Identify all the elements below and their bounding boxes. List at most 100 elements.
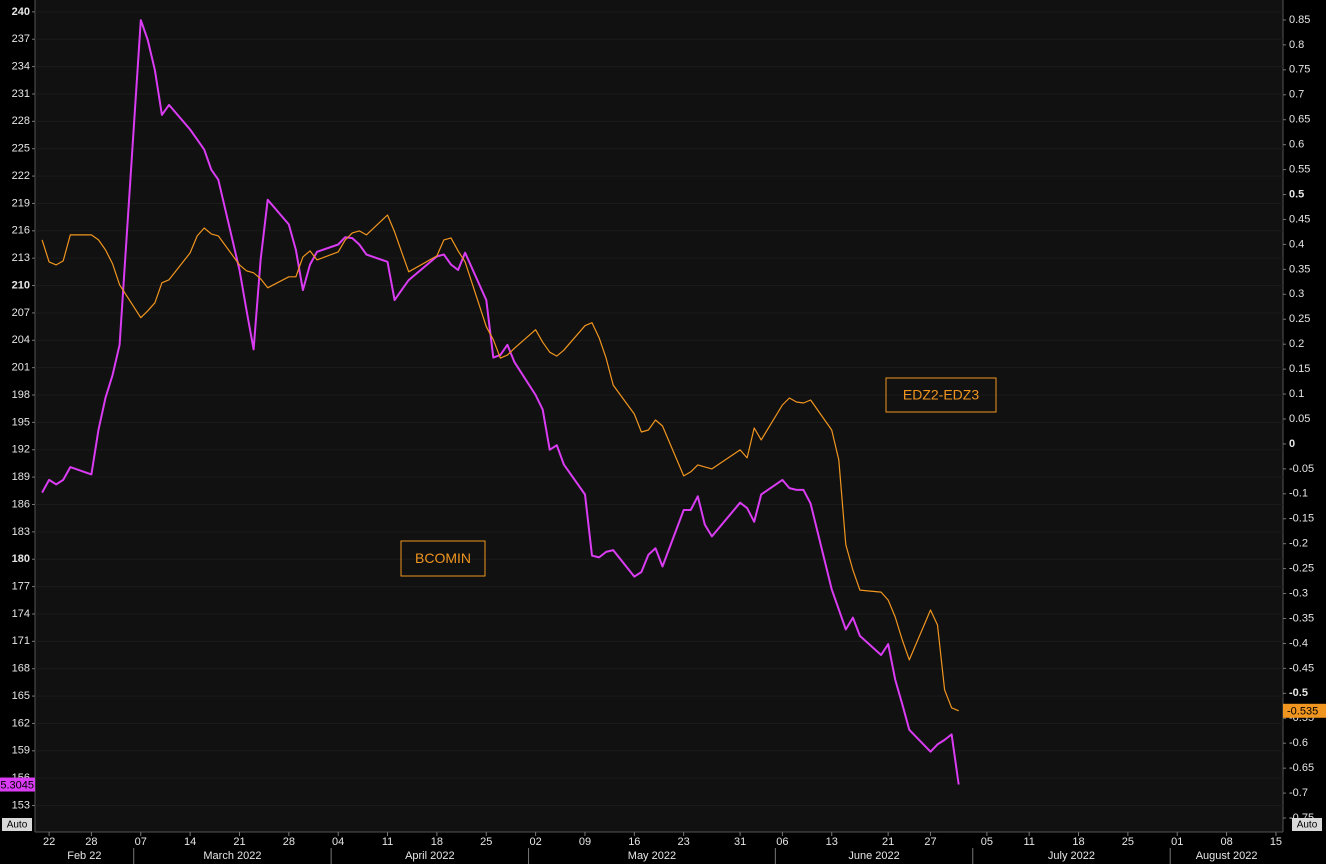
legend-label: EDZ2-EDZ3 — [903, 387, 979, 403]
legend-label: BCOMIN — [415, 550, 471, 566]
y2-tick-label: -0.3 — [1289, 587, 1308, 599]
x-tick-label: 09 — [579, 836, 591, 848]
last-value-tag — [1283, 703, 1326, 718]
y-tick-label: 204 — [12, 334, 30, 346]
y2-tick-label: 0.4 — [1289, 238, 1304, 250]
x-tick-label: 05 — [981, 836, 993, 848]
y-tick-label: 189 — [12, 471, 30, 483]
scale-button-label[interactable]: Auto — [1297, 820, 1318, 831]
y-tick-label: 237 — [12, 33, 30, 45]
y-tick-label: 159 — [12, 745, 30, 757]
legend-box — [885, 377, 997, 413]
y2-tick-label: -0.15 — [1289, 513, 1314, 525]
y-tick-label: 168 — [12, 663, 30, 675]
y2-tick-label: -0.45 — [1289, 662, 1314, 674]
x-tick-label: 13 — [826, 836, 838, 848]
period-label: April 2022 — [405, 850, 455, 862]
plot-area — [35, 0, 1283, 832]
y2-tick-label: 0.05 — [1289, 413, 1310, 425]
y-tick-label: 183 — [12, 526, 30, 538]
last-value-label: 155.3045 — [0, 779, 34, 791]
y-tick-label: 195 — [12, 416, 30, 428]
x-tick-label: 01 — [1171, 836, 1183, 848]
x-tick-label: 28 — [283, 836, 295, 848]
x-tick-label: 23 — [678, 836, 690, 848]
y-tick-label: 162 — [12, 717, 30, 729]
y2-tick-label: 0.45 — [1289, 213, 1310, 225]
y-tick-label: 216 — [12, 225, 30, 237]
x-tick-label: 02 — [529, 836, 541, 848]
y2-tick-label: -0.4 — [1289, 637, 1308, 649]
y2-tick-label: -0.7 — [1289, 787, 1308, 799]
period-label: Feb 22 — [67, 850, 101, 862]
x-tick-label: 21 — [233, 836, 245, 848]
series-line — [41, 19, 960, 785]
period-label: July 2022 — [1048, 850, 1095, 862]
y2-tick-label: 0.75 — [1289, 64, 1310, 76]
y2-tick-label: -0.65 — [1289, 762, 1314, 774]
y-tick-label: 207 — [12, 307, 30, 319]
y-tick-label: 171 — [12, 635, 30, 647]
y2-tick-label: 0.8 — [1289, 39, 1304, 51]
scale-button[interactable] — [2, 818, 32, 831]
y2-tick-label: -0.6 — [1289, 737, 1308, 749]
x-tick-label: 15 — [1270, 836, 1282, 848]
y-tick-label: 210 — [12, 279, 30, 291]
x-tick-label: 18 — [1072, 836, 1084, 848]
period-label: August 2022 — [1196, 850, 1258, 862]
y2-tick-label: 0.35 — [1289, 263, 1310, 275]
y-tick-label: 177 — [12, 581, 30, 593]
x-tick-label: 06 — [776, 836, 788, 848]
y2-tick-label: 0.85 — [1289, 14, 1310, 26]
y2-tick-label: -0.2 — [1289, 538, 1308, 550]
scale-button-label[interactable]: Auto — [7, 820, 28, 831]
y2-tick-label: 0.1 — [1289, 388, 1304, 400]
y-tick-label: 231 — [12, 88, 30, 100]
y2-tick-label: -0.35 — [1289, 612, 1314, 624]
x-tick-label: 18 — [431, 836, 443, 848]
x-tick-label: 11 — [1023, 836, 1034, 848]
y-tick-label: 198 — [12, 389, 30, 401]
x-tick-label: 27 — [924, 836, 936, 848]
y2-tick-label: 0.25 — [1289, 313, 1310, 325]
x-tick-label: 07 — [135, 836, 147, 848]
y-tick-label: 219 — [12, 197, 30, 209]
y2-tick-label: 0.2 — [1289, 338, 1304, 350]
x-tick-label: 25 — [480, 836, 492, 848]
scale-button[interactable] — [1292, 818, 1322, 831]
y-tick-label: 225 — [12, 143, 30, 155]
y-tick-label: 201 — [12, 362, 30, 374]
y2-tick-label: 0.15 — [1289, 363, 1310, 375]
y-tick-label: 192 — [12, 444, 30, 456]
y-tick-label: 234 — [12, 61, 30, 73]
y-tick-label: 213 — [12, 252, 30, 264]
y2-tick-label: 0.3 — [1289, 288, 1304, 300]
y-tick-label: 174 — [12, 608, 30, 620]
y2-tick-label: 0.5 — [1289, 188, 1304, 200]
y2-tick-label: 0.6 — [1289, 139, 1304, 151]
y-tick-label: 180 — [12, 553, 30, 565]
x-tick-label: 14 — [184, 836, 196, 848]
series-line — [41, 214, 959, 712]
y-tick-label: 186 — [12, 498, 30, 510]
x-tick-label: 21 — [882, 836, 894, 848]
y2-tick-label: -0.05 — [1289, 463, 1314, 475]
x-tick-label: 16 — [628, 836, 640, 848]
x-tick-label: 11 — [382, 836, 393, 848]
y-tick-label: 228 — [12, 115, 30, 127]
x-tick-label: 04 — [332, 836, 344, 848]
last-value-tag — [0, 777, 35, 792]
x-tick-label: 22 — [43, 836, 55, 848]
legend-box — [400, 540, 486, 577]
period-label: May 2022 — [628, 850, 676, 862]
x-tick-label: 08 — [1220, 836, 1232, 848]
period-label: June 2022 — [848, 850, 899, 862]
y-tick-label: 240 — [12, 6, 30, 18]
x-tick-label: 28 — [85, 836, 97, 848]
y2-tick-label: 0.55 — [1289, 163, 1310, 175]
y2-tick-label: -0.1 — [1289, 488, 1308, 500]
y2-tick-label: 0.65 — [1289, 114, 1310, 126]
x-tick-label: 25 — [1122, 836, 1134, 848]
y2-tick-label: -0.25 — [1289, 563, 1314, 575]
